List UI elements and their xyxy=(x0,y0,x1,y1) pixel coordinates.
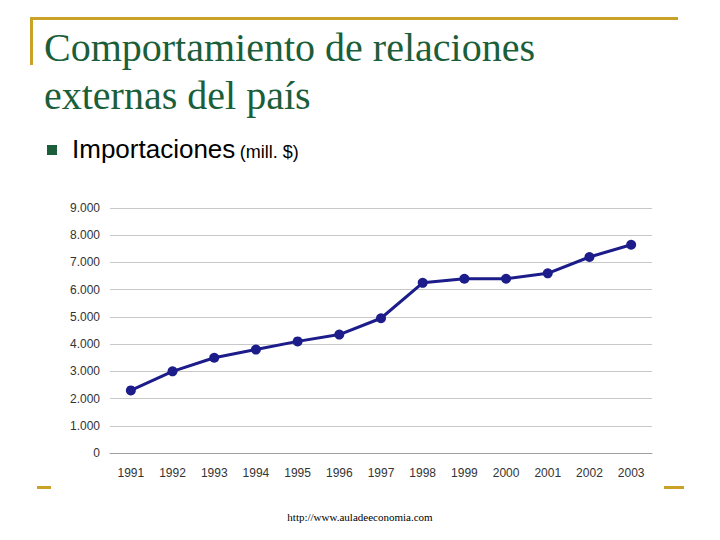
svg-text:2.000: 2.000 xyxy=(70,392,100,406)
svg-text:1995: 1995 xyxy=(284,466,311,480)
svg-text:5.000: 5.000 xyxy=(70,310,100,324)
svg-text:1.000: 1.000 xyxy=(70,419,100,433)
svg-text:1994: 1994 xyxy=(243,466,270,480)
svg-text:1997: 1997 xyxy=(368,466,395,480)
svg-text:1999: 1999 xyxy=(451,466,478,480)
html-text:http://www.auladeeconomia.com: http://www.auladeeconomia.com xyxy=(287,511,433,523)
svg-text:2000: 2000 xyxy=(493,466,520,480)
svg-text:6.000: 6.000 xyxy=(70,283,100,297)
svg-text:9.000: 9.000 xyxy=(70,201,100,215)
html-text:Importaciones(mill. $): Importaciones(mill. $) xyxy=(72,134,299,164)
svg-text:8.000: 8.000 xyxy=(70,228,100,242)
svg-text:1993: 1993 xyxy=(201,466,228,480)
html-text:Comportamiento de relaciones e: Comportamiento de relaciones externas de… xyxy=(44,25,535,118)
svg-text:0: 0 xyxy=(93,446,100,460)
svg-text:1992: 1992 xyxy=(159,466,186,480)
svg-text:1996: 1996 xyxy=(326,466,353,480)
svg-text:1998: 1998 xyxy=(409,466,436,480)
svg-text:4.000: 4.000 xyxy=(70,337,100,351)
svg-text:7.000: 7.000 xyxy=(70,255,100,269)
svg-text:1991: 1991 xyxy=(117,466,144,480)
svg-text:2003: 2003 xyxy=(618,466,645,480)
svg-text:3.000: 3.000 xyxy=(70,364,100,378)
svg-text:2002: 2002 xyxy=(576,466,603,480)
svg-text:2001: 2001 xyxy=(534,466,561,480)
